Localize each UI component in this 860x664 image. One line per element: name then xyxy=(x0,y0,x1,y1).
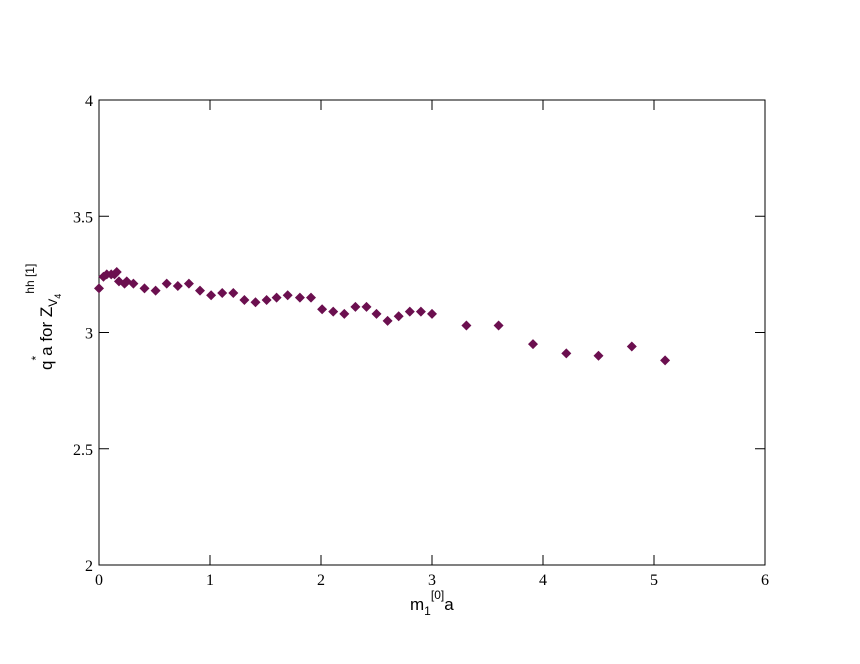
data-point xyxy=(271,292,282,303)
data-point xyxy=(350,301,361,312)
data-point xyxy=(361,301,372,312)
data-point xyxy=(561,348,572,359)
data-point xyxy=(111,267,122,278)
data-point xyxy=(150,285,161,296)
data-point xyxy=(339,308,350,319)
data-point xyxy=(317,304,328,315)
y-axis-label: q*a for ZV4 hh [1] xyxy=(23,264,63,370)
data-point xyxy=(493,320,504,331)
data-point xyxy=(660,355,671,366)
data-point xyxy=(206,290,217,301)
y-tick-label: 3 xyxy=(85,326,93,343)
data-point xyxy=(261,294,272,305)
data-point xyxy=(382,315,393,326)
y-label-sup: * xyxy=(29,356,43,361)
x-label-sup: [0] xyxy=(431,588,444,602)
data-point xyxy=(371,308,382,319)
data-point xyxy=(294,292,305,303)
y-label-sup: hh [1] xyxy=(23,264,37,294)
x-label-part: a xyxy=(444,595,454,614)
x-tick-label: 0 xyxy=(95,572,103,589)
data-point xyxy=(626,341,637,352)
data-point xyxy=(161,278,172,289)
data-point xyxy=(128,278,139,289)
y-tick-label: 3.5 xyxy=(73,209,93,226)
data-point xyxy=(172,281,183,291)
data-point xyxy=(528,339,539,350)
x-tick-label: 4 xyxy=(539,572,547,589)
data-point xyxy=(593,350,604,361)
y-label-part: q xyxy=(37,361,56,370)
data-point xyxy=(282,290,293,301)
x-tick-label: 6 xyxy=(761,572,769,589)
data-point xyxy=(139,283,150,294)
y-label-sub: V xyxy=(46,299,60,307)
plot-frame xyxy=(98,99,766,566)
y-tick-label: 2 xyxy=(85,558,93,575)
x-tick-label: 5 xyxy=(650,572,658,589)
data-point xyxy=(306,292,317,303)
data-point xyxy=(195,285,206,296)
data-point xyxy=(415,306,426,317)
x-axis-label: m1[0]a xyxy=(410,588,454,618)
y-tick-label: 4 xyxy=(85,93,93,110)
x-tick-label: 1 xyxy=(206,572,214,589)
data-point xyxy=(183,278,194,289)
data-point xyxy=(393,311,404,322)
y-label-subsub: 4 xyxy=(53,294,63,299)
x-tick-label: 3 xyxy=(428,572,436,589)
data-point xyxy=(94,283,104,294)
data-point xyxy=(217,287,228,298)
x-tick-label: 2 xyxy=(317,572,325,589)
data-point xyxy=(404,306,415,317)
x-label-part: m xyxy=(410,595,424,614)
data-point xyxy=(228,287,239,298)
y-label-part: a for Z xyxy=(37,307,56,356)
data-point xyxy=(250,297,261,308)
y-tick-label: 2.5 xyxy=(73,442,93,459)
data-point xyxy=(427,308,437,319)
data-point xyxy=(328,306,339,317)
x-label-sub: 1 xyxy=(424,604,431,618)
data-point xyxy=(461,320,472,331)
data-point xyxy=(239,294,250,305)
